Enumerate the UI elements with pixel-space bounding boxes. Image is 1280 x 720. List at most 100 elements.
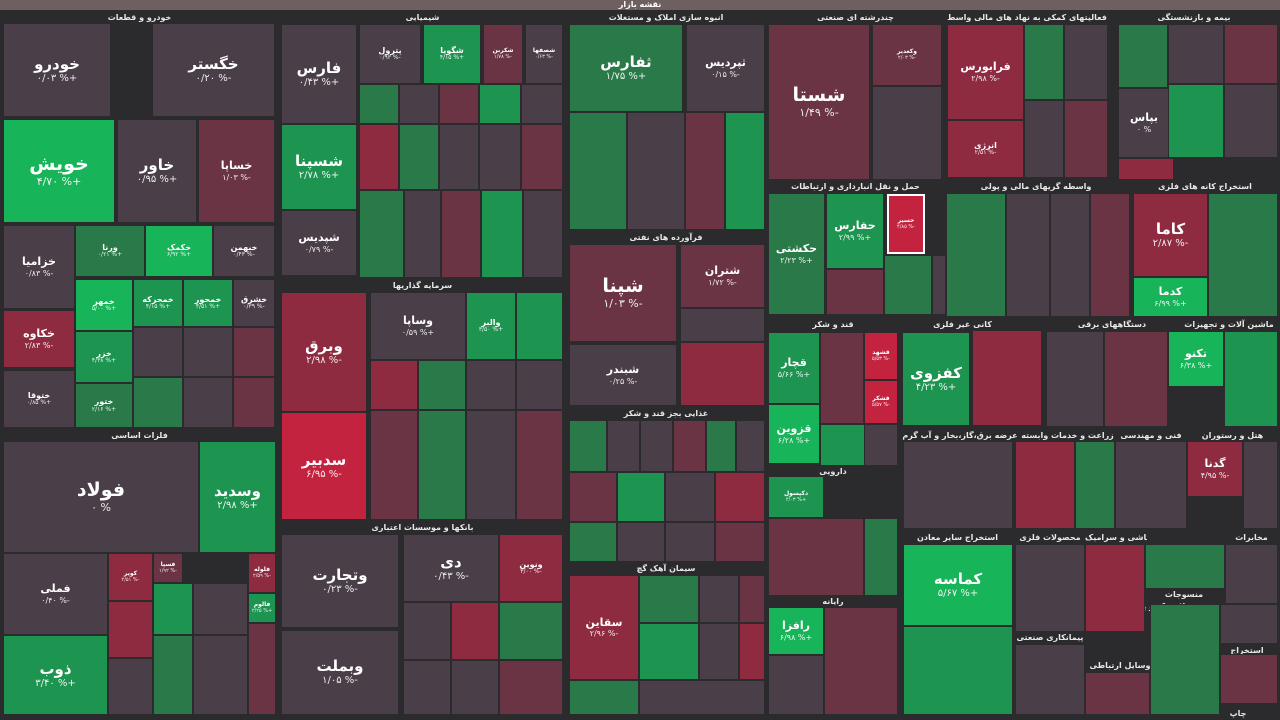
treemap-cell[interactable] (826, 269, 884, 315)
treemap-tile[interactable]: وکغدیر ۲/۰۳ %- (872, 24, 942, 86)
treemap-cell[interactable] (673, 420, 706, 472)
treemap-cell[interactable] (1224, 331, 1278, 427)
treemap-cell[interactable] (418, 410, 466, 520)
treemap-cell[interactable] (1015, 544, 1085, 632)
treemap-cell[interactable] (153, 583, 193, 635)
treemap-cell[interactable] (569, 472, 617, 522)
treemap-cell[interactable] (715, 522, 765, 562)
treemap-cell[interactable] (768, 655, 824, 715)
treemap-cell[interactable] (884, 255, 932, 315)
treemap-tile[interactable]: رافزا ۶/۹۸ %+ (768, 607, 824, 655)
treemap-cell[interactable] (1085, 544, 1145, 632)
treemap-cell[interactable] (739, 623, 765, 680)
treemap-tile[interactable]: شسپنا ۲/۷۸ %+ (281, 124, 357, 210)
treemap-cell[interactable] (399, 84, 439, 124)
treemap-tile[interactable]: کماسه ۵/۶۷ %+ (903, 544, 1013, 626)
treemap-cell[interactable] (1168, 84, 1224, 158)
treemap-tile[interactable]: فولاد ۰ % (3, 441, 199, 553)
treemap-cell[interactable] (1015, 644, 1085, 715)
treemap-cell[interactable] (736, 420, 765, 472)
treemap-cell[interactable] (183, 377, 233, 428)
treemap-cell[interactable] (1118, 158, 1174, 180)
treemap-cell[interactable] (1118, 24, 1168, 88)
treemap-cell[interactable] (479, 84, 521, 124)
treemap-cell[interactable] (403, 660, 451, 715)
treemap-cell[interactable] (1104, 331, 1168, 427)
treemap-cell[interactable] (699, 623, 739, 680)
treemap-tile[interactable]: خکاوه ۲/۸۳ %- (3, 310, 75, 368)
treemap-cell[interactable] (864, 424, 898, 466)
treemap-tile[interactable]: فسپا ۱/۹۲ %- (153, 553, 183, 583)
treemap-cell[interactable] (370, 410, 418, 520)
treemap-cell[interactable] (359, 190, 404, 278)
treemap-tile[interactable]: دکپسول ۴/۰۳ %+ (768, 476, 824, 518)
treemap-tile[interactable]: ورنا ۰/۲۱ %+ (75, 225, 145, 277)
treemap-cell[interactable] (639, 575, 699, 623)
treemap-cell[interactable] (439, 124, 479, 190)
treemap-cell[interactable] (824, 607, 898, 715)
treemap-cell[interactable] (233, 377, 275, 428)
treemap-tile[interactable]: بپاس ۰ % (1118, 88, 1170, 158)
treemap-cell[interactable] (193, 635, 248, 715)
treemap-tile[interactable]: حکشتی ۲/۲۳ %+ (768, 193, 825, 315)
treemap-cell[interactable] (946, 193, 1006, 317)
treemap-tile[interactable]: ختور ۲/۱۶ %+ (75, 383, 133, 428)
treemap-tile[interactable]: انرژی ۲/۵۱ %- (947, 120, 1024, 178)
treemap-cell[interactable] (108, 601, 153, 658)
treemap-cell[interactable] (617, 472, 665, 522)
treemap-tile[interactable]: ثپردیس ۰/۱۵ %- (686, 24, 765, 112)
treemap-tile[interactable]: خمحرکه ۴/۱۵ %+ (133, 279, 183, 327)
treemap-cell[interactable] (1115, 441, 1187, 529)
treemap-cell[interactable] (706, 420, 736, 472)
treemap-cell[interactable] (248, 623, 276, 715)
treemap-cell[interactable] (903, 441, 1013, 529)
treemap-cell[interactable] (521, 84, 563, 124)
treemap-tile[interactable]: خساپا ۱/۰۳ %- (198, 119, 275, 223)
treemap-tile[interactable]: کدما ۶/۹۹ %+ (1133, 277, 1208, 317)
treemap-tile[interactable]: خزامیا ۰/۸۳ %- (3, 225, 75, 309)
treemap-cell[interactable] (1220, 654, 1278, 704)
treemap-cell[interactable] (665, 472, 715, 522)
treemap-cell[interactable] (680, 308, 765, 342)
treemap-cell[interactable] (872, 86, 942, 180)
treemap-tile[interactable]: وتجارت ۰/۲۳ %- (281, 534, 399, 628)
treemap-cell[interactable] (399, 124, 439, 190)
treemap-tile[interactable]: فلوله ۲/۵۹ %- (248, 553, 276, 593)
treemap-cell[interactable] (499, 602, 563, 660)
treemap-cell[interactable] (640, 420, 673, 472)
treemap-cell[interactable] (972, 330, 1042, 426)
treemap-cell[interactable] (1145, 544, 1225, 589)
treemap-tile[interactable]: خودرو ۰/۰۳ %+ (3, 23, 111, 117)
treemap-cell[interactable] (1015, 441, 1075, 529)
treemap-cell[interactable] (1225, 544, 1278, 604)
treemap-cell[interactable] (627, 112, 685, 230)
treemap-cell[interactable] (820, 332, 864, 424)
treemap-cell[interactable] (569, 680, 639, 715)
treemap-tile[interactable]: وسدید ۲/۹۸ %+ (199, 441, 276, 553)
treemap-tile[interactable]: ثفارس ۱/۷۵ %+ (569, 24, 683, 112)
treemap-cell[interactable] (1220, 604, 1278, 644)
treemap-tile[interactable]: والبر ۳/۵۰ %+ (466, 292, 516, 360)
treemap-cell[interactable] (193, 583, 248, 635)
treemap-tile[interactable]: حفارس ۲/۹۹ %+ (826, 193, 884, 269)
treemap-tile[interactable]: سقاین ۲/۹۶ %- (569, 575, 639, 680)
treemap-cell[interactable] (451, 660, 499, 715)
treemap-tile[interactable]: خکمک ۶/۹۲ %+ (145, 225, 213, 277)
treemap-cell[interactable] (499, 660, 563, 715)
treemap-tile[interactable]: قزوین ۶/۲۸ %+ (768, 404, 820, 464)
treemap-tile[interactable]: کفزوی ۴/۲۳ %+ (902, 332, 970, 426)
treemap-tile[interactable]: کویر ۲/۵۱ %- (108, 553, 153, 601)
treemap-cell[interactable] (1224, 24, 1278, 84)
treemap-cell[interactable] (521, 124, 563, 190)
treemap-cell[interactable] (133, 377, 183, 428)
treemap-cell[interactable] (739, 575, 765, 623)
treemap-tile[interactable]: ونوین ۳/۰۰ %- (499, 534, 563, 602)
treemap-cell[interactable] (639, 680, 765, 715)
treemap-tile[interactable]: شگویا ۴/۱۵ %+ (423, 24, 481, 84)
treemap-cell[interactable] (108, 658, 153, 715)
treemap-cell[interactable] (1208, 193, 1278, 317)
treemap-cell[interactable] (516, 360, 563, 410)
treemap-cell[interactable] (466, 360, 516, 410)
treemap-cell[interactable] (1090, 193, 1130, 317)
treemap-tile[interactable]: شپدیس ۰/۷۹ %- (281, 210, 357, 276)
